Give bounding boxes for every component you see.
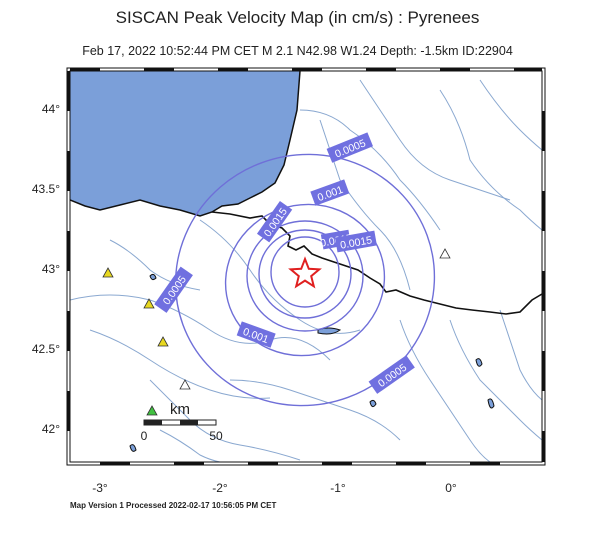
contour-labels: 0.0005 0.001 0.0015 0.0015 0.0015 0.0005 [154,132,415,394]
station-triangle [102,267,114,278]
velocity-contours [174,153,436,407]
lat-label: 42° [42,422,60,436]
event-info: Feb 17, 2022 10:52:44 PM CET M 2.1 N42.9… [82,44,513,58]
contour-0015-mid [258,229,352,319]
sea-area [70,71,300,216]
lon-label: -2° [212,481,228,495]
station-triangle [157,336,169,347]
lakes [129,273,495,452]
contour-0005 [174,153,436,407]
coastline [70,71,301,217]
contour-label: 0.0015 [339,234,373,251]
lon-label: -1° [330,481,346,495]
contour-0015-inner [270,236,340,308]
lat-label: 43.5° [32,182,60,196]
scale-bar: km 0 50 [141,401,223,443]
longitude-labels: -3° -2° -1° 0° [92,481,457,495]
lat-label: 42.5° [32,342,60,356]
processing-footer: Map Version 1 Processed 2022-02-17 10:56… [70,501,277,510]
latitude-labels: 44° 43.5° 43° 42.5° 42° [32,102,60,436]
station-triangle [439,248,451,259]
lon-label: -3° [92,481,108,495]
contour-0015-outer [246,220,364,332]
map-frame [66,67,546,466]
station-triangle [179,379,191,390]
map-title: SISCAN Peak Velocity Map (in cm/s) : Pyr… [115,8,480,27]
scale-unit: km [170,401,190,418]
station-triangle [143,298,155,309]
lon-label: 0° [445,481,457,495]
scale-min: 0 [141,429,148,443]
lat-label: 43° [42,262,60,276]
epicenter-star [288,256,322,289]
seismic-stations [102,248,451,416]
station-triangle [146,405,158,416]
lat-label: 44° [42,102,60,116]
scale-max: 50 [209,429,223,443]
